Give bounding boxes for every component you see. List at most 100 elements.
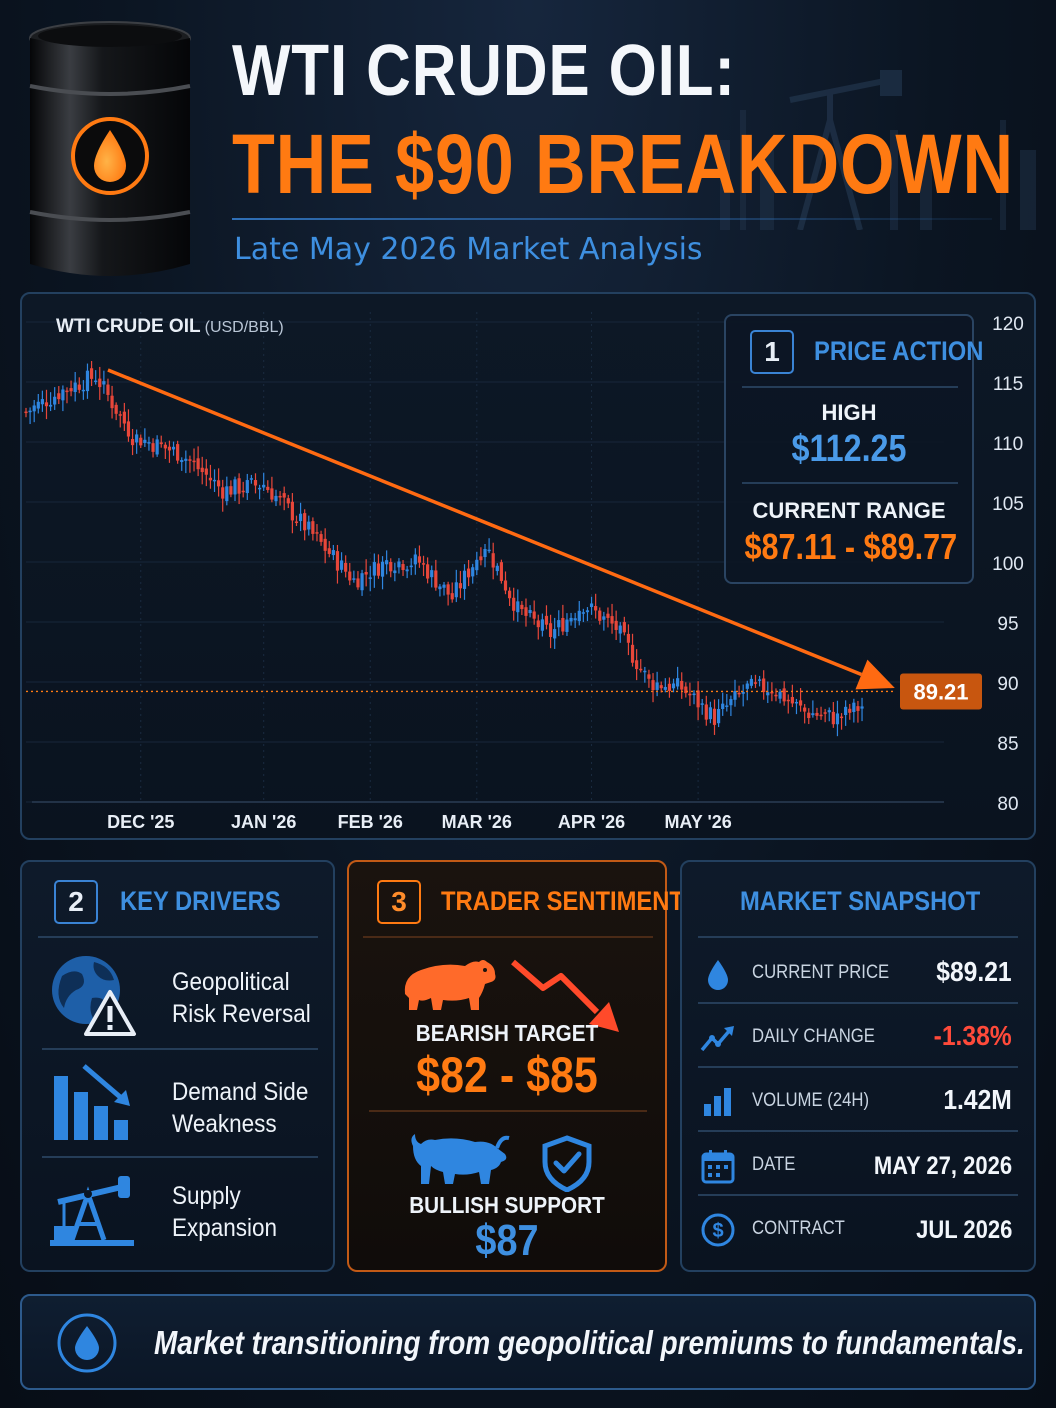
- driver-2-line1: Demand Side: [172, 1078, 309, 1106]
- candle-body: [118, 414, 122, 416]
- candle-body: [184, 458, 188, 461]
- candle-body: [40, 399, 44, 405]
- x-tick-label: APR '26: [558, 812, 625, 832]
- candle-body: [319, 534, 323, 542]
- candle-body: [798, 700, 803, 706]
- candle-body: [393, 570, 397, 574]
- candle-body: [430, 570, 434, 578]
- candle-body: [282, 493, 286, 498]
- candle-body: [188, 459, 192, 461]
- candle-body: [389, 561, 393, 572]
- bear-icon: [404, 960, 496, 1010]
- candle-body: [294, 521, 299, 523]
- current-price-tag: [900, 673, 982, 710]
- footer-banner: Market transitioning from geopolitical p…: [20, 1294, 1036, 1390]
- candle-body: [315, 532, 319, 534]
- divider: [363, 936, 653, 938]
- candle-body: [676, 678, 680, 687]
- key-drivers-panel: 2 KEY DRIVERS Geopolitical Risk Reversal…: [20, 860, 335, 1272]
- candle-body: [557, 620, 561, 628]
- candle-body: [434, 570, 438, 588]
- snapshot-label: VOLUME (24H): [752, 1090, 870, 1111]
- candle-body: [721, 703, 725, 709]
- title-divider: [232, 218, 992, 220]
- candle-body: [626, 633, 631, 643]
- candle-body: [774, 694, 778, 697]
- y-tick-label: 90: [997, 674, 1018, 695]
- x-tick-label: MAY '26: [664, 812, 731, 832]
- candle-body: [839, 716, 844, 719]
- candle-body: [483, 548, 487, 558]
- candle-body: [348, 571, 352, 581]
- driver-1-line1: Geopolitical: [172, 968, 290, 996]
- candle-body: [491, 553, 495, 568]
- chart-panel: DEC '25 JAN '26 FEB '26 MAR '26 APR '26 MAY '…: [20, 292, 1036, 840]
- candle-body: [589, 603, 594, 608]
- candle-body: [569, 617, 573, 622]
- high-value: $112.25: [791, 428, 907, 470]
- candle-body: [262, 484, 266, 488]
- downtrend-arrow-icon: [511, 959, 619, 1032]
- candle-body: [135, 434, 139, 443]
- candle-body: [44, 402, 49, 407]
- chart-title-text: WTI CRUDE OIL: [56, 316, 201, 337]
- candle-body: [143, 439, 147, 443]
- candle-body: [266, 486, 270, 491]
- candle-body: [257, 487, 262, 490]
- candle-body: [655, 682, 659, 690]
- snapshot-value: JUL 2026: [915, 1216, 1012, 1244]
- candle-body: [356, 578, 360, 588]
- divider: [698, 1130, 1018, 1132]
- candle-body: [663, 686, 667, 690]
- snapshot-label: DAILY CHANGE: [752, 1026, 875, 1047]
- page-subtitle: Late May 2026 Market Analysis: [234, 232, 703, 267]
- candle-body: [303, 513, 307, 531]
- candle-body: [630, 644, 635, 663]
- candle-body: [385, 560, 389, 565]
- divider: [369, 1110, 647, 1112]
- candle-body: [823, 712, 827, 714]
- y-tick-label: 105: [992, 494, 1024, 515]
- bull-icon: [411, 1134, 510, 1184]
- candle-body: [811, 713, 815, 716]
- y-tick-label: 80: [997, 794, 1018, 815]
- candle-body: [553, 629, 557, 639]
- candle-body: [618, 625, 622, 634]
- candle-body: [438, 586, 442, 590]
- current-range-value: $87.11 - $89.77: [744, 526, 958, 567]
- candle-body: [544, 615, 549, 625]
- candle-body: [581, 612, 585, 614]
- candle-body: [167, 446, 172, 451]
- divider: [742, 386, 958, 388]
- candle-body: [704, 704, 708, 720]
- snapshot-row-daily-change: DAILY CHANGE -1.38%: [698, 1006, 1018, 1070]
- key-drivers-title: KEY DRIVERS: [120, 886, 281, 916]
- candle-body: [454, 582, 458, 598]
- candle-body: [827, 710, 831, 713]
- candle-body: [130, 439, 135, 446]
- candle-body: [782, 688, 786, 702]
- candle-body: [159, 442, 163, 445]
- snapshot-value: MAY 27, 2026: [873, 1152, 1012, 1180]
- calendar-icon: [701, 1150, 735, 1184]
- candle-body: [528, 610, 532, 614]
- candle-body: [635, 660, 639, 670]
- x-tick-label: JAN '26: [231, 812, 296, 832]
- shield-check-icon: [542, 1135, 592, 1192]
- snapshot-row-contract: $ CONTRACT JUL 2026: [698, 1198, 1018, 1262]
- candle-body: [807, 712, 811, 719]
- market-snapshot-title: MARKET SNAPSHOT: [740, 886, 981, 916]
- candle-body: [848, 708, 852, 713]
- driver-1-line2: Risk Reversal: [172, 1000, 311, 1028]
- candle-body: [475, 559, 479, 571]
- pumpjack-icon: [50, 1176, 134, 1246]
- bar-chart-down-icon: [54, 1064, 130, 1140]
- candle-body: [126, 421, 131, 437]
- candle-body: [89, 368, 94, 379]
- candle-body: [700, 703, 704, 705]
- candle-body: [151, 443, 155, 452]
- driver-2-line2: Weakness: [172, 1110, 277, 1138]
- candle-body: [28, 410, 32, 413]
- bullish-support-label: BULLISH SUPPORT: [409, 1192, 605, 1218]
- candle-body: [622, 622, 626, 633]
